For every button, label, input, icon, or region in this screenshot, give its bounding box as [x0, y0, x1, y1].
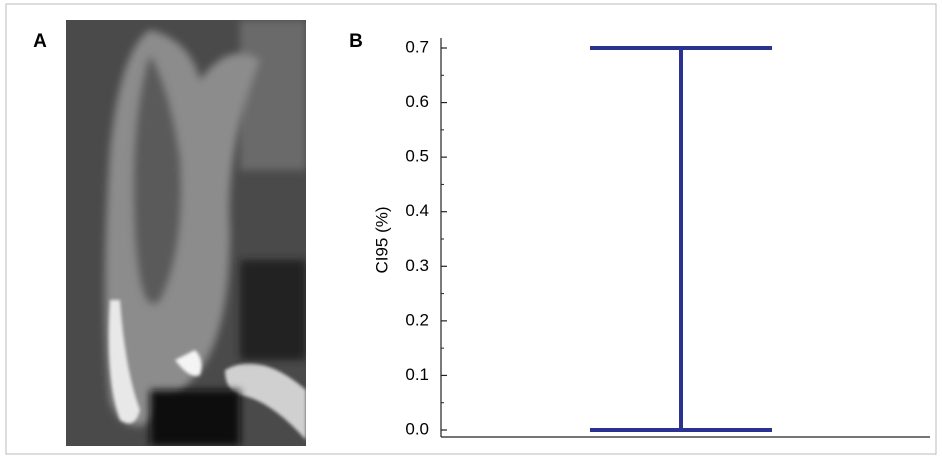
y-axis-label: CI95 (%)	[372, 206, 391, 273]
y-tick-label: 0.3	[405, 256, 429, 275]
y-tick-label: 0.2	[405, 310, 429, 329]
frame	[5, 3, 937, 455]
y-tick-label: 0.4	[405, 201, 429, 220]
y-tick-label: 0.0	[405, 419, 429, 438]
y-tick-label: 0.7	[405, 37, 429, 56]
y-tick-label: 0.6	[405, 92, 429, 111]
ct-image	[66, 20, 306, 446]
panel-label: B	[349, 31, 363, 52]
y-tick-label: 0.1	[405, 365, 429, 384]
y-tick-label: 0.5	[405, 147, 429, 166]
panel-label: A	[33, 31, 47, 52]
